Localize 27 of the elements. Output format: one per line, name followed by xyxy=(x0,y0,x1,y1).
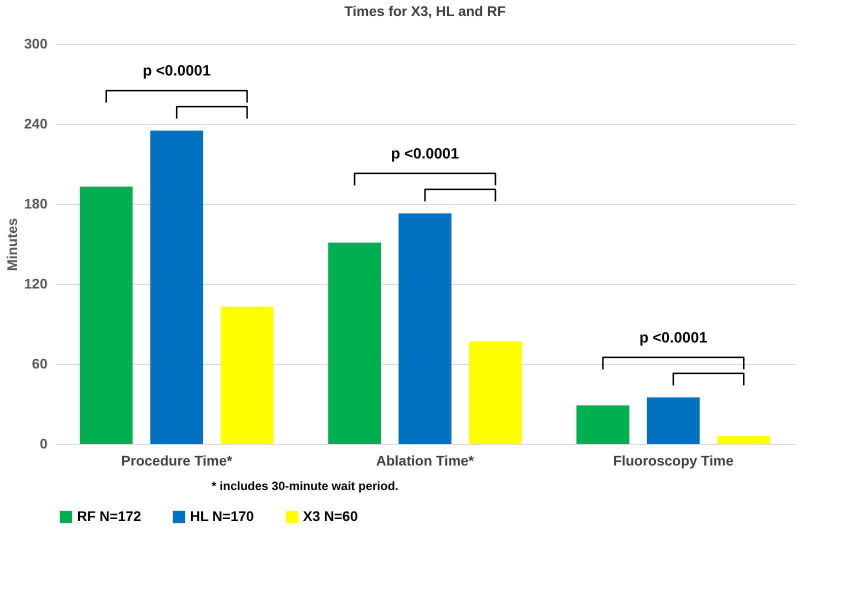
x-tick-label: Ablation Time* xyxy=(376,452,474,468)
bar xyxy=(646,397,700,444)
annotation: p <0.0001 xyxy=(142,62,211,80)
bar xyxy=(80,186,133,444)
legend-label: X3 N=60 xyxy=(303,508,358,524)
y-tick-label: 180 xyxy=(24,196,48,212)
y-tick-label: 300 xyxy=(24,36,48,52)
bar xyxy=(328,242,381,444)
text: * includes 30-minute wait period. xyxy=(212,479,398,493)
bar xyxy=(717,436,770,444)
bar xyxy=(576,405,630,444)
y-axis-title: Minutes xyxy=(4,218,20,271)
chart-title: Times for X3, HL and RF xyxy=(344,3,506,19)
x-tick-label: Fluoroscopy Time xyxy=(613,452,734,468)
bar xyxy=(398,213,452,444)
annotation: p <0.0001 xyxy=(391,145,459,162)
bar xyxy=(150,130,204,444)
legend-label: RF N=172 xyxy=(77,508,142,524)
y-tick-label: 120 xyxy=(24,276,48,292)
bar xyxy=(469,341,522,444)
y-tick-label: 60 xyxy=(32,356,48,372)
y-tick-label: 0 xyxy=(40,436,48,452)
y-tick-label: 240 xyxy=(24,116,48,132)
x-tick-label: Procedure Time* xyxy=(121,452,233,468)
annotation: p <0.0001 xyxy=(639,329,708,346)
bar xyxy=(220,306,274,444)
legend-label: HL N=170 xyxy=(190,508,254,524)
